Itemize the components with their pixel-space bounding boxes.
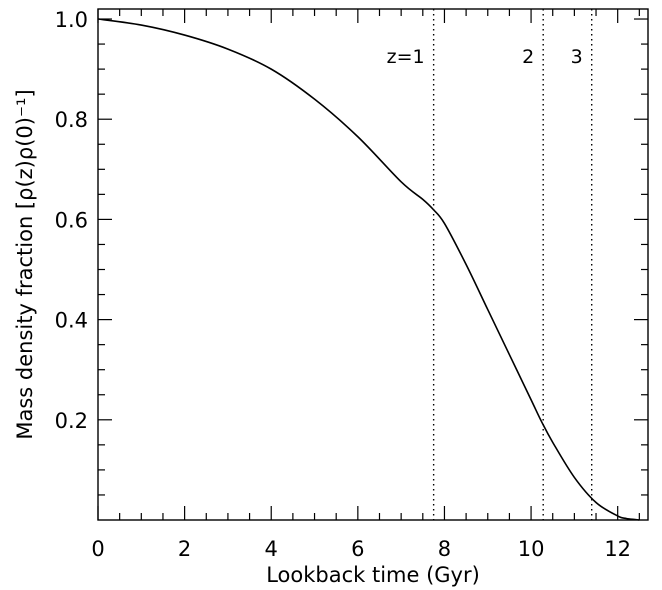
x-tick-label: 2 bbox=[178, 537, 191, 561]
redshift-label: 2 bbox=[522, 46, 534, 68]
y-axis-label: Mass density fraction [ρ(z)ρ(0)⁻¹] bbox=[13, 89, 37, 439]
x-tick-label: 4 bbox=[265, 537, 278, 561]
redshift-label: 3 bbox=[571, 46, 583, 68]
y-tick-label: 0.4 bbox=[55, 309, 88, 333]
y-tick-label: 1.0 bbox=[55, 8, 88, 32]
x-tick-label: 12 bbox=[604, 537, 631, 561]
x-tick-labels: 0 2 4 6 8 10 12 bbox=[91, 537, 631, 561]
redshift-label: z=1 bbox=[387, 46, 425, 68]
x-tick-label: 10 bbox=[518, 537, 545, 561]
x-tick-label: 8 bbox=[438, 537, 451, 561]
y-tick-label: 0.2 bbox=[55, 409, 88, 433]
x-tick-label: 6 bbox=[351, 537, 364, 561]
x-axis-label: Lookback time (Gyr) bbox=[266, 563, 480, 587]
mass-density-curve bbox=[97, 18, 640, 521]
y-tick-label: 0.8 bbox=[55, 108, 88, 132]
redshift-labels: z=1 2 3 bbox=[387, 46, 583, 68]
y-tick-labels: 0.2 0.4 0.6 0.8 1.0 bbox=[55, 8, 88, 433]
y-tick-label: 0.6 bbox=[55, 208, 88, 232]
plot-frame bbox=[97, 8, 649, 521]
x-tick-label: 0 bbox=[91, 537, 104, 561]
redshift-markers bbox=[432, 9, 593, 520]
axis-ticks bbox=[97, 9, 648, 520]
